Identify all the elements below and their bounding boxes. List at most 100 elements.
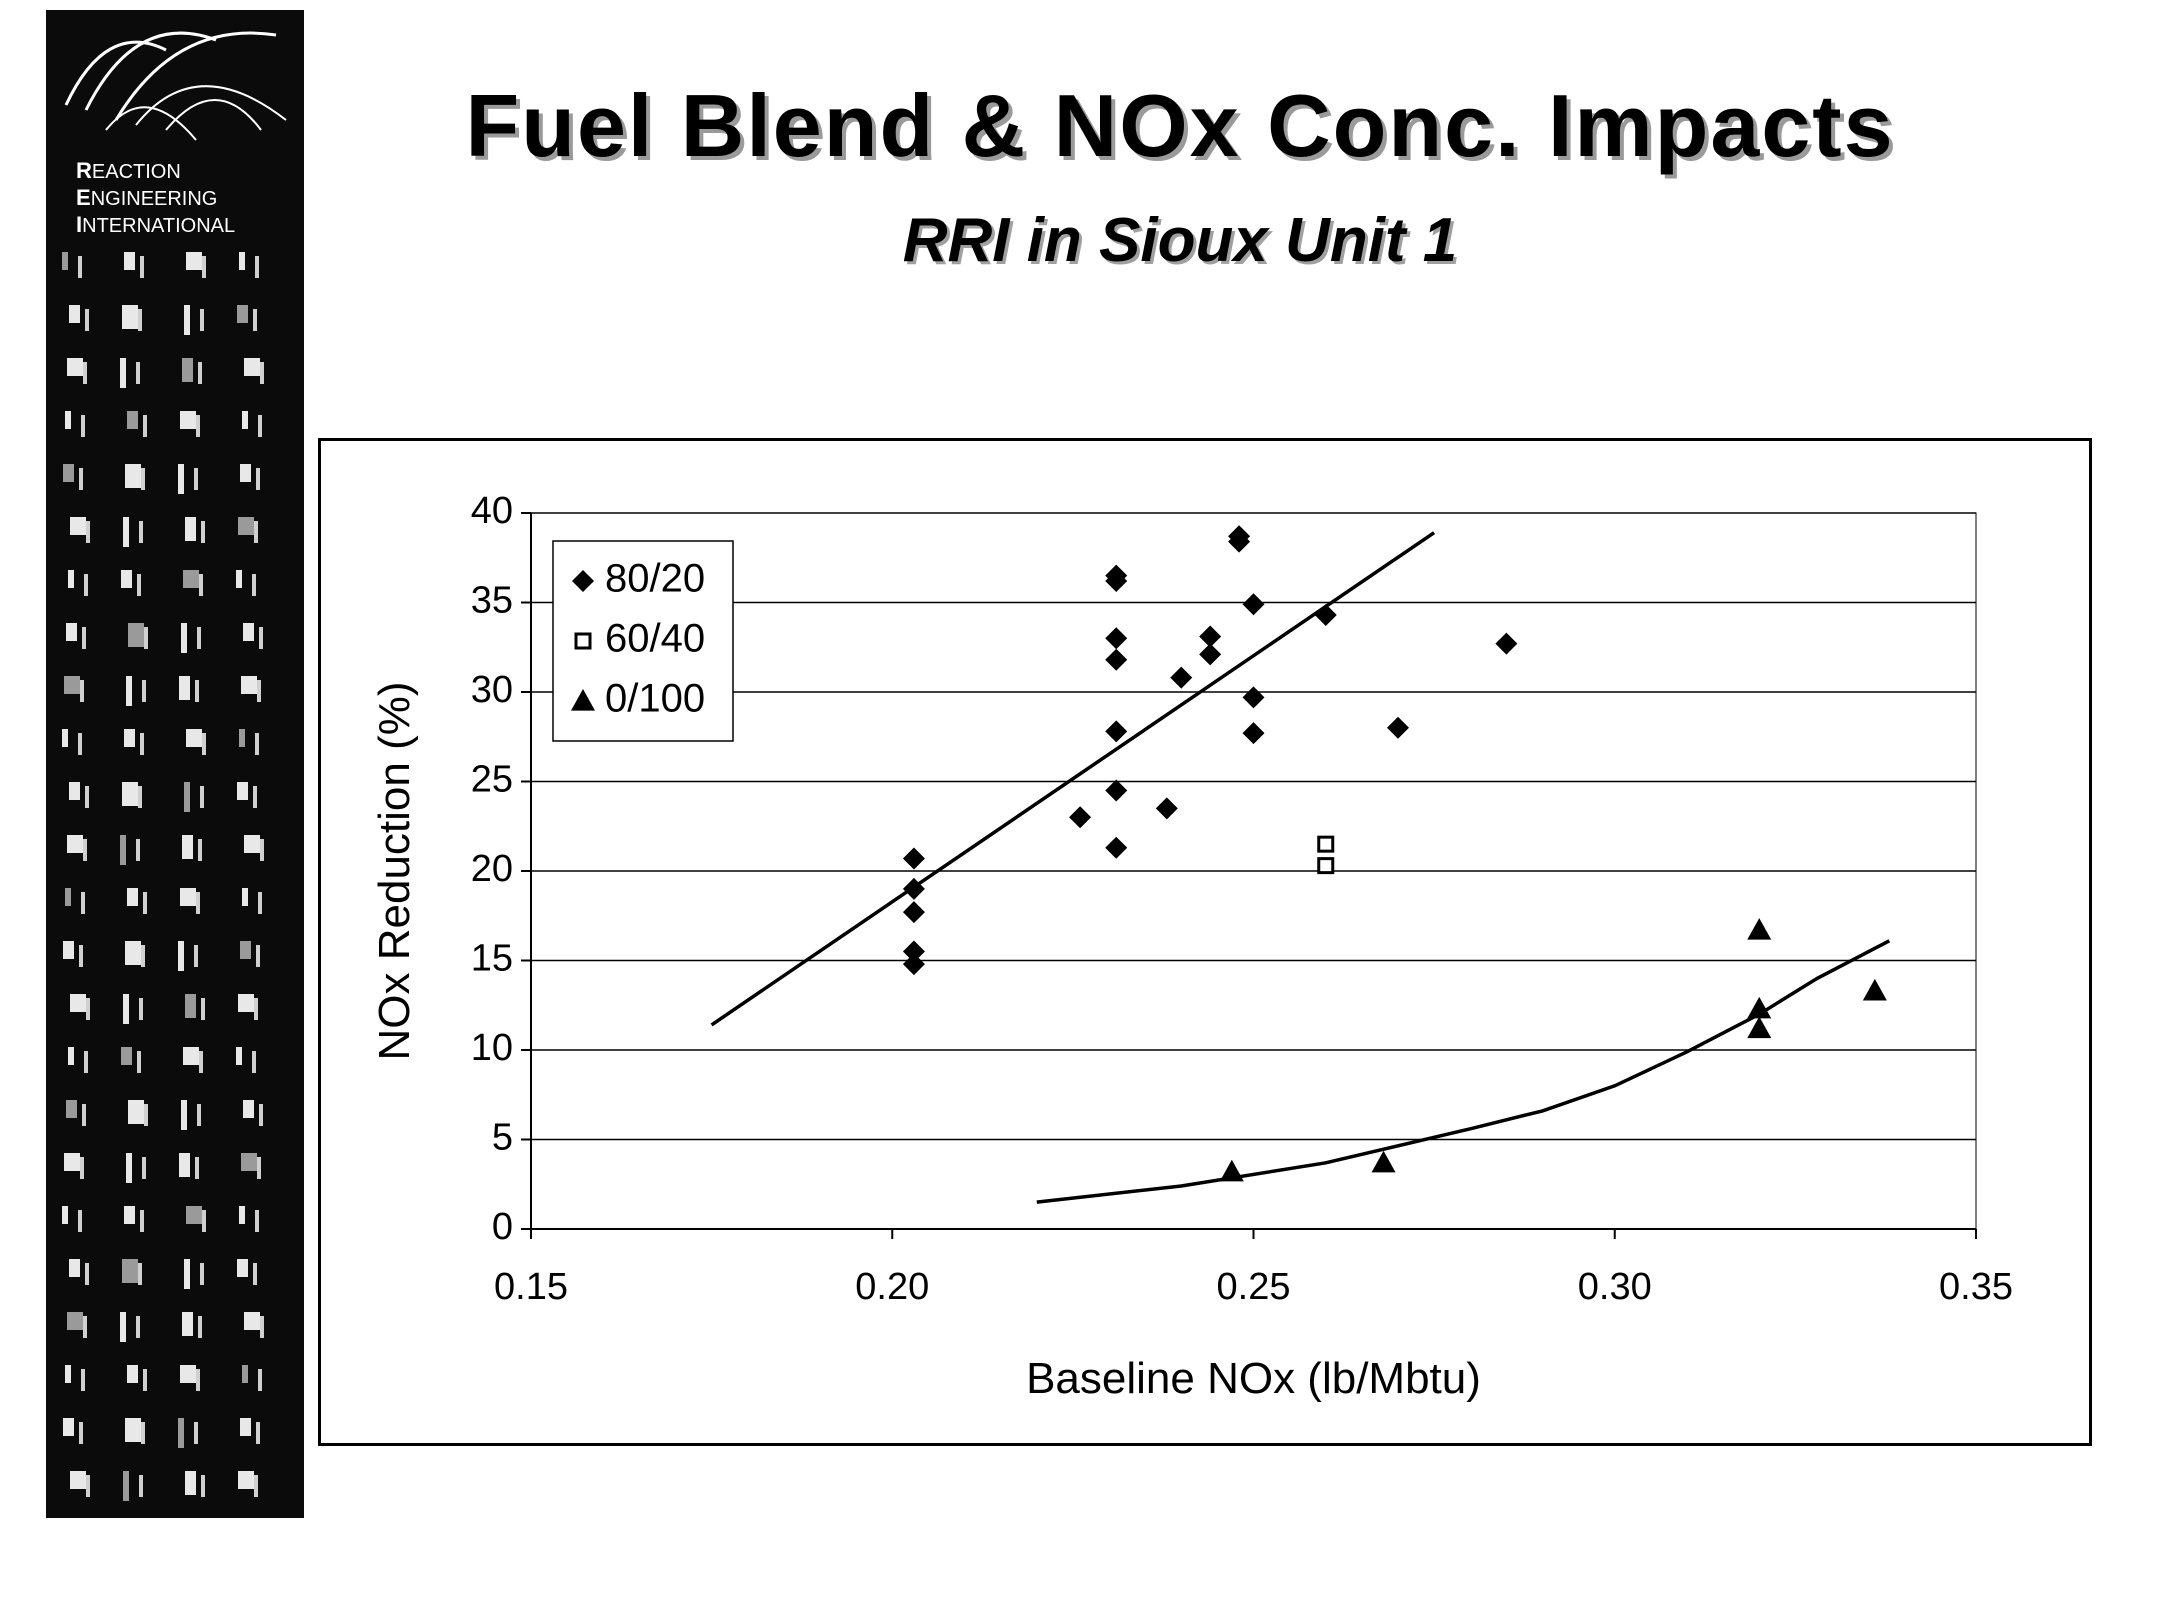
pattern-mark	[63, 941, 74, 959]
logo-initial-i: I	[76, 212, 83, 237]
pattern-mark	[69, 1259, 80, 1277]
pattern-mark	[67, 358, 83, 376]
pattern-mark	[196, 1369, 200, 1391]
pattern-mark	[70, 994, 86, 1012]
data-point	[1314, 604, 1337, 627]
pattern-mark	[141, 945, 145, 967]
pattern-mark	[241, 1153, 257, 1171]
pattern-mark	[254, 1475, 258, 1497]
data-point	[1199, 643, 1222, 666]
pattern-mark	[182, 1312, 193, 1336]
data-point	[1105, 570, 1128, 593]
pattern-mark	[199, 574, 203, 596]
pattern-mark	[186, 729, 202, 747]
pattern-mark	[239, 729, 245, 747]
x-tick-label: 0.30	[1578, 1266, 1652, 1308]
pattern-mark	[120, 1312, 126, 1342]
pattern-mark	[85, 1263, 89, 1285]
pattern-mark	[254, 521, 258, 543]
pattern-mark	[86, 521, 90, 543]
data-point	[1105, 836, 1128, 859]
pattern-mark	[180, 1365, 196, 1383]
pattern-mark	[238, 1471, 254, 1489]
pattern-mark	[195, 680, 199, 702]
trendline	[710, 531, 1436, 1027]
pattern-mark	[194, 945, 198, 967]
pattern-mark	[260, 1316, 264, 1338]
pattern-mark	[254, 998, 258, 1020]
pattern-mark	[143, 415, 147, 437]
logo-line-2: NGINEERING	[90, 188, 218, 210]
logo-initial-r: R	[76, 158, 92, 183]
legend-marker	[574, 632, 592, 650]
pattern-mark	[185, 994, 196, 1018]
pattern-mark	[127, 411, 138, 429]
pattern-mark	[180, 411, 196, 429]
pattern-mark	[199, 1051, 203, 1073]
pattern-mark	[201, 1475, 205, 1497]
pattern-mark	[197, 627, 201, 649]
pattern-mark	[138, 786, 142, 808]
pattern-mark	[126, 1153, 132, 1183]
pattern-mark	[63, 1418, 74, 1436]
pattern-mark	[137, 1051, 141, 1073]
pattern-mark	[78, 733, 82, 755]
pattern-mark	[136, 1316, 140, 1338]
pattern-mark	[86, 1475, 90, 1497]
pattern-mark	[253, 786, 257, 808]
pattern-mark	[200, 786, 204, 808]
data-point	[1105, 779, 1128, 802]
pattern-mark	[122, 305, 138, 329]
pattern-mark	[257, 1157, 261, 1179]
pattern-mark	[197, 1104, 201, 1126]
pattern-mark	[66, 1100, 77, 1118]
pattern-mark	[68, 1047, 74, 1065]
pattern-mark	[243, 623, 254, 641]
pattern-mark	[183, 570, 199, 588]
pattern-mark	[258, 892, 262, 914]
pattern-mark	[85, 786, 89, 808]
pattern-mark	[242, 1365, 248, 1383]
data-point	[1495, 632, 1518, 655]
pattern-mark	[85, 309, 89, 331]
pattern-mark	[128, 623, 144, 647]
y-tick-label: 15	[471, 938, 513, 980]
y-tick-label: 20	[471, 848, 513, 890]
pattern-mark	[256, 945, 260, 967]
data-point	[1228, 530, 1251, 553]
pattern-mark	[201, 998, 205, 1020]
pattern-mark	[70, 1471, 86, 1489]
pattern-mark	[126, 676, 132, 706]
pattern-mark	[201, 521, 205, 543]
pattern-mark	[79, 1422, 83, 1444]
data-point	[902, 940, 925, 963]
pattern-mark	[200, 309, 204, 331]
x-tick-label: 0.25	[1217, 1266, 1291, 1308]
pattern-mark	[140, 256, 144, 278]
pattern-mark	[123, 517, 129, 547]
pattern-mark	[240, 941, 251, 959]
pattern-mark	[84, 574, 88, 596]
pattern-mark	[65, 1365, 71, 1383]
pattern-mark	[83, 839, 87, 861]
data-point	[1747, 1016, 1772, 1039]
pattern-mark	[257, 680, 261, 702]
pattern-mark	[259, 627, 263, 649]
pattern-mark	[123, 994, 129, 1024]
legend-marker	[572, 570, 594, 592]
reaction-engineering-logo	[64, 31, 287, 141]
pattern-mark	[236, 1047, 242, 1065]
pattern-mark	[178, 464, 184, 494]
pattern-mark	[200, 1263, 204, 1285]
pattern-mark	[198, 1316, 202, 1338]
pattern-mark	[139, 521, 143, 543]
pattern-mark	[141, 468, 145, 490]
pattern-mark	[181, 1100, 187, 1130]
pattern-mark	[237, 1259, 248, 1277]
pattern-mark	[125, 941, 141, 965]
pattern-mark	[82, 1104, 86, 1126]
pattern-mark	[139, 998, 143, 1020]
pattern-mark	[178, 1418, 184, 1448]
data-point	[902, 953, 925, 976]
pattern-mark	[120, 358, 126, 388]
